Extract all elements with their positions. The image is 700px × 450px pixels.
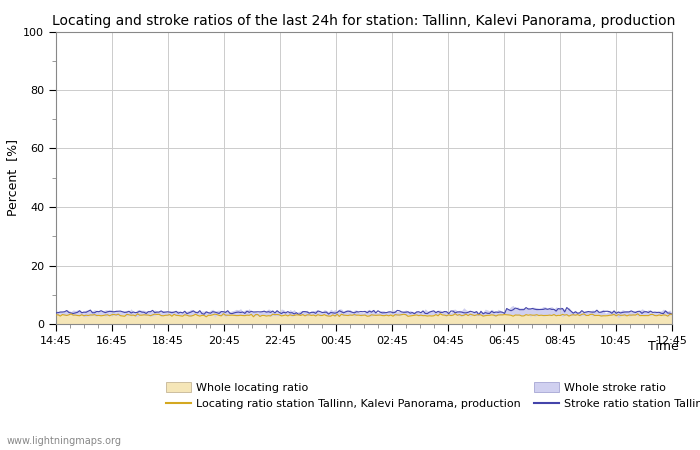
Legend: Whole locating ratio, Locating ratio station Tallinn, Kalevi Panorama, productio: Whole locating ratio, Locating ratio sta… — [167, 382, 700, 410]
Text: Time: Time — [648, 340, 679, 353]
Title: Locating and stroke ratios of the last 24h for station: Tallinn, Kalevi Panorama: Locating and stroke ratios of the last 2… — [52, 14, 676, 27]
Y-axis label: Percent  [%]: Percent [%] — [6, 139, 19, 216]
Text: www.lightningmaps.org: www.lightningmaps.org — [7, 436, 122, 446]
